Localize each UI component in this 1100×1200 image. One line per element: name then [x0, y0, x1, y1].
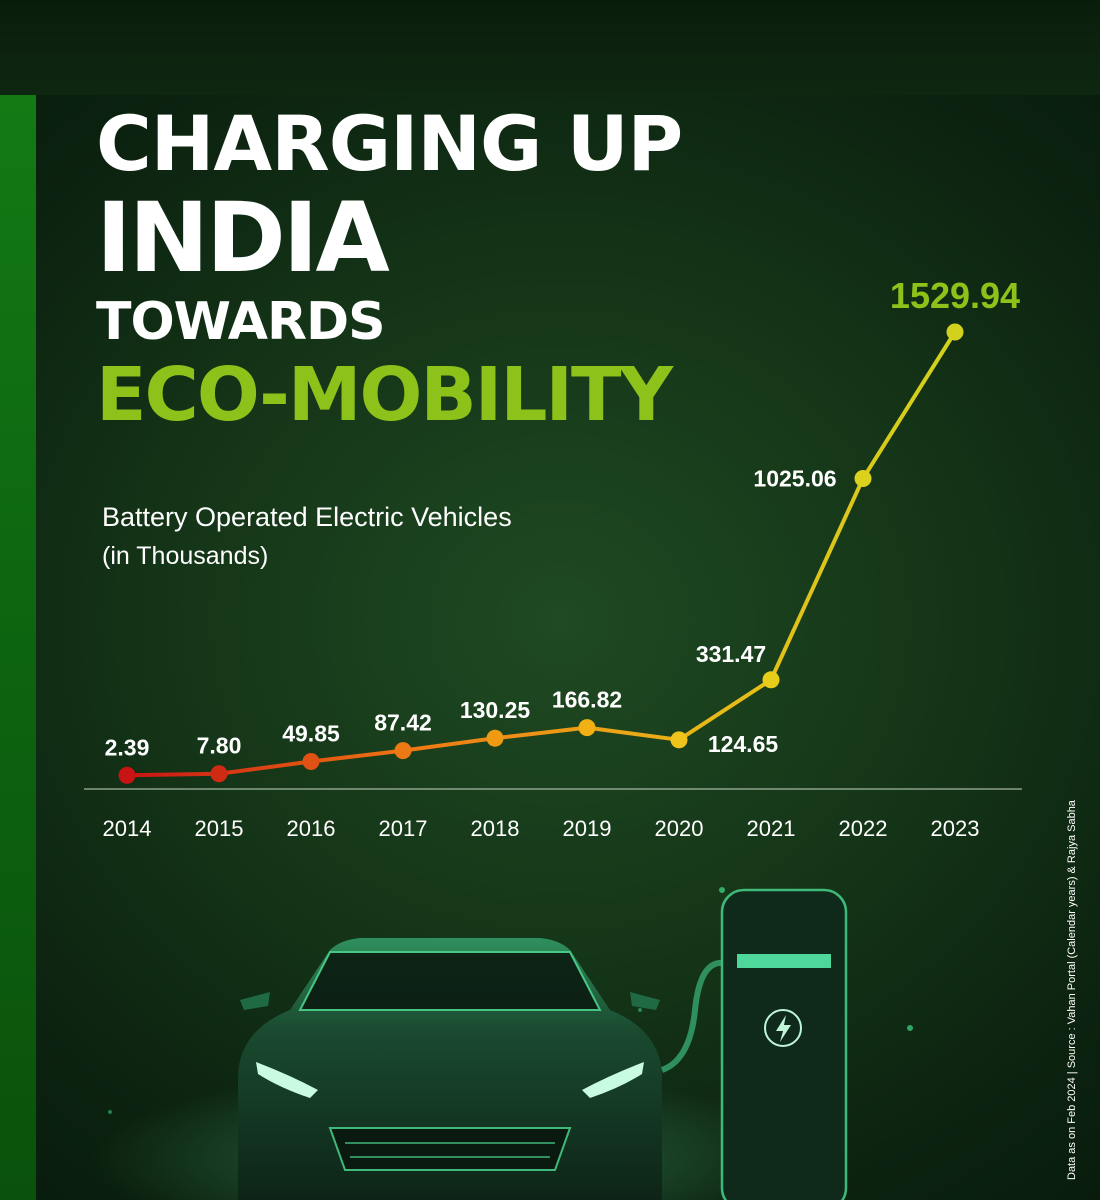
- car-icon: [238, 938, 662, 1200]
- x-tick-label-2018: 2018: [471, 816, 520, 841]
- value-label-2018: 130.25: [460, 697, 531, 723]
- left-accent-stripe: [0, 95, 36, 1200]
- x-tick-label-2014: 2014: [103, 816, 152, 841]
- data-point-2014: [118, 766, 136, 784]
- value-label-2021: 331.47: [696, 641, 766, 667]
- x-tick-label-2015: 2015: [195, 816, 244, 841]
- headline-line-2: INDIA: [96, 182, 390, 294]
- car-charging-illustration: [90, 887, 913, 1200]
- data-point-2020: [670, 731, 688, 749]
- x-tick-label-2020: 2020: [655, 816, 704, 841]
- value-label-2017: 87.42: [374, 710, 432, 736]
- data-point-2019: [578, 719, 596, 737]
- headline-line-3: TOWARDS: [96, 292, 386, 352]
- headline-line-1: CHARGING UP: [96, 99, 683, 188]
- data-point-2023: [946, 323, 964, 341]
- data-point-2022: [854, 470, 872, 488]
- value-label-2020: 124.65: [708, 731, 779, 757]
- value-label-2016: 49.85: [282, 721, 340, 747]
- x-tick-label-2017: 2017: [379, 816, 428, 841]
- lightning-bolt-icon: [776, 1015, 791, 1042]
- x-tick-label-2021: 2021: [747, 816, 796, 841]
- x-tick-label-2023: 2023: [931, 816, 980, 841]
- data-point-2016: [302, 753, 320, 771]
- ev-charger-icon: [720, 888, 848, 1200]
- data-point-2017: [394, 742, 412, 760]
- chart-title: Battery Operated Electric Vehicles: [102, 502, 512, 532]
- x-tick-label-2016: 2016: [287, 816, 336, 841]
- headline-line-4: ECO-MOBILITY: [96, 352, 673, 438]
- top-band: [0, 0, 1100, 95]
- chart-unit: (in Thousands): [102, 542, 269, 570]
- x-tick-label-2019: 2019: [563, 816, 612, 841]
- data-point-2018: [486, 729, 504, 747]
- series-line: [125, 330, 957, 778]
- value-label-2022: 1025.06: [753, 466, 836, 492]
- charging-cable: [660, 959, 725, 1073]
- x-tick-label-2022: 2022: [839, 816, 888, 841]
- value-label-2014: 2.39: [105, 734, 150, 760]
- value-label-2019: 166.82: [552, 687, 622, 713]
- value-label-2015: 7.80: [197, 733, 242, 759]
- value-label-2023: 1529.94: [890, 275, 1020, 316]
- data-point-2021: [762, 671, 780, 689]
- data-point-2015: [210, 765, 228, 783]
- line-chart: 2.39 7.80 49.85 87.42 130.25 166.82 124.65 331.…: [84, 275, 1022, 841]
